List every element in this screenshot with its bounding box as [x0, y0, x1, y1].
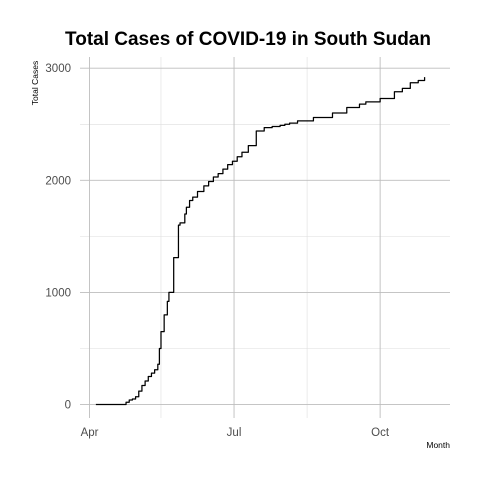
x-axis-label: Month: [426, 440, 450, 450]
chart-title: Total Cases of COVID-19 in South Sudan: [65, 29, 431, 50]
series-line: [95, 77, 426, 406]
x-tick-label: Apr: [81, 427, 99, 439]
y-tick-labels: 0 1000 2000 3000: [45, 63, 71, 411]
x-tick-label: Jul: [227, 427, 242, 439]
y-axis-label: Total Cases: [30, 61, 40, 105]
grid: [80, 57, 450, 418]
x-tick-labels: Apr Jul Oct: [81, 427, 390, 439]
series-layer: [95, 77, 426, 406]
y-tick-label: 1000: [45, 287, 71, 299]
y-tick-label: 3000: [45, 63, 71, 75]
y-tick-label: 0: [65, 400, 71, 412]
x-tick-label: Oct: [371, 427, 390, 439]
y-tick-label: 2000: [45, 175, 71, 187]
